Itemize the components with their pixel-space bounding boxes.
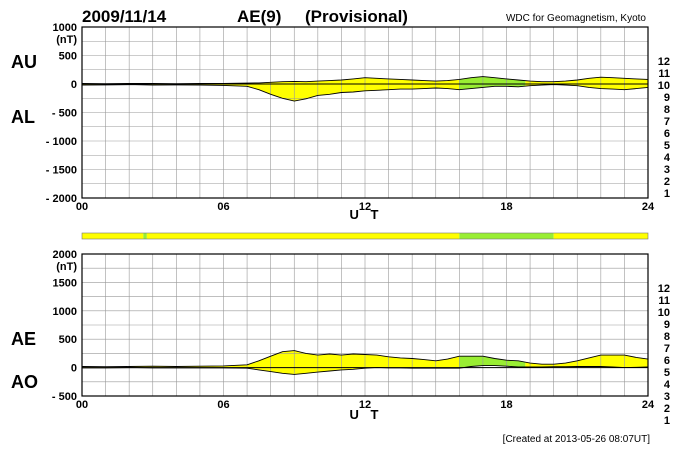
x-axis-label-top: U T xyxy=(350,207,383,222)
station-count-9: 9 xyxy=(664,319,670,331)
station-coverage-bar xyxy=(81,232,649,240)
series-line-au xyxy=(81,76,649,85)
ae-ao-panel: 2000 1500 1000 500 0 - 500 (nT) 00 06 12 18 24 xyxy=(52,249,655,411)
station-count-3: 3 xyxy=(664,164,670,176)
x-tick-label: 12 xyxy=(359,399,371,411)
station-count-11: 11 xyxy=(658,68,670,80)
series-line-ae xyxy=(81,350,649,368)
station-count-1: 1 xyxy=(664,415,670,427)
y-tick-label: 1500 xyxy=(53,277,77,289)
x-tick-label: 18 xyxy=(500,201,512,213)
x-tick-label: 24 xyxy=(642,399,655,411)
x-tick-label: 00 xyxy=(76,201,88,213)
y-tick-label: 500 xyxy=(59,51,77,63)
station-count-6: 6 xyxy=(664,128,670,140)
station-count-12: 12 xyxy=(658,56,670,68)
station-count-1: 1 xyxy=(664,188,670,200)
y-tick-label: 0 xyxy=(71,79,77,91)
ao-label: AO xyxy=(11,372,38,392)
y-tick-label: 2000 xyxy=(53,249,77,261)
al-label: AL xyxy=(11,107,35,127)
au-al-panel: 1000 500 0 - 500 - 1000 - 1500 - 2000 (nT) 00 06 1… xyxy=(46,22,655,213)
station-count-5: 5 xyxy=(664,140,670,152)
y-tick-label: - 1000 xyxy=(46,136,77,148)
plot-frame xyxy=(81,253,649,397)
y-tick-label: 0 xyxy=(71,363,77,375)
organization-label: WDC for Geomagnetism, Kyoto xyxy=(506,13,646,24)
station-count-7: 7 xyxy=(664,116,670,128)
index-name: AE(9) xyxy=(237,7,281,26)
station-count-4: 4 xyxy=(664,152,671,164)
y-unit-label: (nT) xyxy=(56,34,77,46)
station-count-5: 5 xyxy=(664,367,670,379)
x-tick-label: 12 xyxy=(359,201,371,213)
series-line-al xyxy=(81,84,649,102)
coverage-segment-2 xyxy=(146,233,460,239)
station-count-11: 11 xyxy=(658,295,670,307)
station-count-10: 10 xyxy=(658,307,670,319)
station-count-10: 10 xyxy=(658,80,670,92)
x-tick-label: 06 xyxy=(217,201,229,213)
coverage-segment-3 xyxy=(459,233,554,239)
y-tick-label: - 500 xyxy=(52,108,77,120)
y-tick-label: 1000 xyxy=(53,22,77,34)
x-tick-label: 24 xyxy=(642,201,655,213)
station-count-8: 8 xyxy=(664,331,670,343)
y-tick-label: - 2000 xyxy=(46,193,77,205)
station-count-7: 7 xyxy=(664,343,670,355)
station-count-9: 9 xyxy=(664,92,670,104)
y-unit-label: (nT) xyxy=(56,261,77,273)
station-count-2: 2 xyxy=(664,403,670,415)
au-label: AU xyxy=(11,52,37,72)
data-status: (Provisional) xyxy=(305,7,408,26)
coverage-segment-1 xyxy=(143,233,147,239)
station-count-6: 6 xyxy=(664,355,670,367)
x-tick-label: 18 xyxy=(500,399,512,411)
coverage-frame xyxy=(81,232,649,240)
created-timestamp: [Created at 2013-05-26 08:07UT] xyxy=(503,434,651,445)
y-tick-label: 1000 xyxy=(53,306,77,318)
x-axis-label-bottom: U T xyxy=(350,407,383,422)
y-tick-label: 500 xyxy=(59,334,77,346)
station-count-4: 4 xyxy=(664,379,671,391)
station-count-3: 3 xyxy=(664,391,670,403)
x-tick-label: 00 xyxy=(76,399,88,411)
station-count-2: 2 xyxy=(664,176,670,188)
coverage-segment-4 xyxy=(553,233,648,239)
plot-frame xyxy=(81,26,649,199)
y-tick-label: - 500 xyxy=(52,391,77,403)
station-count-12: 12 xyxy=(658,283,670,295)
station-count-8: 8 xyxy=(664,104,670,116)
plot-date: 2009/11/14 xyxy=(82,7,167,26)
coverage-segment-0 xyxy=(82,233,144,239)
y-tick-label: - 1500 xyxy=(46,165,77,177)
x-tick-label: 06 xyxy=(217,399,229,411)
ae-label: AE xyxy=(11,329,36,349)
